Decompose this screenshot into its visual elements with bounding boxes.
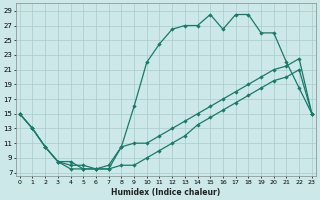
X-axis label: Humidex (Indice chaleur): Humidex (Indice chaleur) xyxy=(111,188,220,197)
